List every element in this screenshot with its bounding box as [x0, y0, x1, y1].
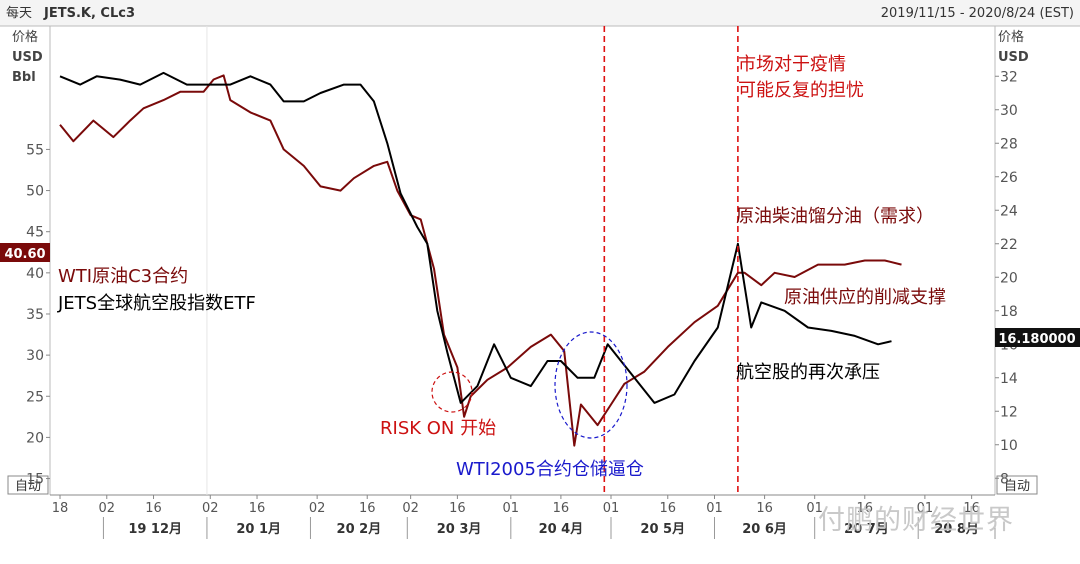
left-tick-label: 55 [26, 142, 44, 158]
annotation-crude-supply: 原油供应的削减支撑 [784, 287, 946, 308]
x-tick-label: 16 [856, 501, 873, 516]
right-tick-label: 18 [1000, 304, 1018, 320]
right-value-badge-bg [995, 328, 1080, 347]
month-label: 20 1月 [236, 522, 281, 537]
annotation-jets-label: JETS全球航空股指数ETF [57, 293, 256, 314]
x-tick-label: 02 [98, 501, 115, 516]
x-tick-label: 16 [249, 501, 266, 516]
x-tick-label: 01 [806, 501, 823, 516]
x-tick-label: 16 [145, 501, 162, 516]
left-tick-label: 50 [26, 184, 44, 200]
left-value-badge-bg [0, 243, 50, 262]
right-tick-label: 20 [1000, 270, 1018, 286]
x-tick-label: 01 [503, 501, 520, 516]
annotation-wti-label: WTI原油C3合约 [58, 266, 188, 287]
right-tick-label: 32 [1000, 69, 1018, 85]
x-tick-label: 16 [449, 501, 466, 516]
left-tick-label: 25 [26, 389, 44, 405]
month-label: 20 7月 [844, 522, 889, 537]
wti-series-line [59, 74, 902, 447]
month-label: 20 4月 [539, 522, 584, 537]
x-tick-label: 18 [52, 501, 69, 516]
x-axis: 18 02 16 02 16 02 16 02 16 01 16 01 16 01 16 01 16 01 16 19… [52, 495, 996, 539]
right-auto-button[interactable]: 自动 [996, 475, 1038, 495]
left-axis-label-price: 价格 [12, 29, 38, 45]
x-tick-label: 02 [202, 501, 219, 516]
right-tick-label: 8 [1000, 471, 1009, 487]
right-auto-box [996, 475, 1038, 495]
left-auto-label: 自动 [15, 479, 41, 494]
right-auto-label: 自动 [1004, 479, 1030, 494]
left-auto-box [7, 475, 49, 495]
left-tick-label: 15 [26, 472, 44, 488]
right-tick-label: 30 [1000, 103, 1018, 119]
right-tick-label: 14 [1000, 371, 1018, 387]
annotation-market-worry-2: 可能反复的担忧 [738, 80, 864, 101]
x-tick-label: 16 [659, 501, 676, 516]
right-value-badge-text: 16.180000 [998, 332, 1075, 347]
header-title-symbols: JETS.K, CLc3 [43, 6, 135, 21]
right-tick-label: 10 [1000, 438, 1018, 454]
right-axis-label-usd: USD [998, 50, 1029, 65]
right-tick-label: 22 [1000, 237, 1018, 253]
annotation-airline-pressure: 航空股的再次承压 [736, 362, 880, 383]
right-axis-label-price: 价格 [998, 29, 1024, 45]
left-auto-button[interactable]: 自动 [7, 475, 49, 495]
x-tick-label: 16 [553, 501, 570, 516]
jets-series-line [59, 71, 892, 404]
x-tick-label: 02 [402, 501, 419, 516]
left-tick-label: 20 [26, 430, 44, 446]
left-tick-label: 40 [26, 266, 44, 282]
left-axis-label-bbl: Bbl [12, 70, 36, 85]
x-tick-label: 16 [756, 501, 773, 516]
wti2005-ellipse [554, 331, 628, 439]
left-tick-label: 45 [26, 225, 44, 241]
annotation-wti2005: WTI2005合约仓储逼仓 [456, 459, 644, 480]
x-tick-label: 01 [603, 501, 620, 516]
annotation-market-worry-1: 市场对于疫情 [738, 54, 846, 75]
left-value-badge-text: 40.60 [4, 247, 45, 262]
watermark: 付鹏的财经世界 [818, 505, 1014, 536]
x-tick-label: 16 [963, 501, 980, 516]
left-tick-label: 35 [26, 307, 44, 323]
x-tick-label: 01 [917, 501, 934, 516]
header-date-range: 2019/11/15 - 2020/8/24 (EST) [881, 6, 1074, 21]
series-lines [59, 71, 902, 447]
left-tick-label: 30 [26, 348, 44, 364]
axis-ticks: 1520253035404550558101214161820222426283… [26, 26, 1018, 495]
month-label: 20 8月 [934, 522, 979, 537]
month-label: 20 5月 [640, 522, 685, 537]
header-title-prefix: 每天 [6, 5, 32, 21]
vertical-markers [603, 26, 739, 495]
month-label: 20 6月 [742, 522, 787, 537]
right-tick-label: 12 [1000, 404, 1018, 420]
x-tick-label: 16 [359, 501, 376, 516]
right-tick-label: 26 [1000, 170, 1018, 186]
annotation-crude-demand: 原油柴油馏分油（需求） [736, 206, 934, 227]
x-tick-label: 02 [309, 501, 326, 516]
left-value-badge: 40.60 [0, 243, 50, 262]
month-label: 20 2月 [337, 522, 382, 537]
month-label: 19 12月 [128, 522, 182, 537]
x-tick-label: 01 [706, 501, 723, 516]
right-tick-label: 28 [1000, 136, 1018, 152]
header-bar [0, 0, 1080, 26]
right-tick-label: 24 [1000, 203, 1018, 219]
left-axis-label-usd: USD [12, 50, 43, 65]
risk-on-circle [431, 371, 473, 413]
month-label: 20 3月 [437, 522, 482, 537]
right-value-badge: 16.180000 [995, 328, 1080, 347]
annotation-risk-on: RISK ON 开始 [380, 418, 496, 439]
